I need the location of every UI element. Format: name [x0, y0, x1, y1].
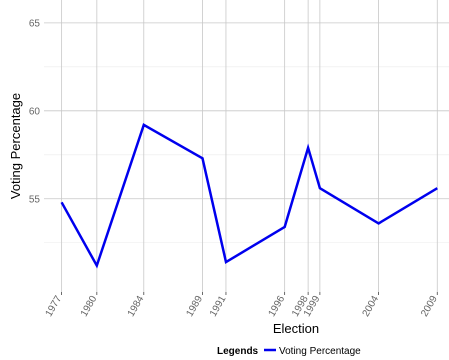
series-layer — [60, 123, 438, 269]
x-tick-label: 1980 — [79, 294, 100, 319]
series-line-voting-percentage — [60, 123, 438, 269]
y-tick-label: 65 — [29, 18, 41, 29]
x-tick-label: 1991 — [208, 294, 229, 319]
plot-panel — [44, 0, 449, 292]
y-axis-ticks: 55 60 65 — [29, 18, 41, 205]
x-tick-label: 1984 — [126, 294, 147, 319]
x-tick-label: 2009 — [419, 294, 440, 319]
legend-label-voting-percentage: Voting Percentage — [279, 346, 361, 357]
x-tick-label: 1977 — [44, 294, 65, 319]
y-tick-label: 60 — [29, 106, 41, 117]
legend-title: Legends — [217, 346, 259, 357]
x-tick-label: 2004 — [361, 294, 382, 319]
x-axis-title: Election — [273, 321, 319, 336]
x-tick-label: 1996 — [267, 294, 288, 319]
y-axis-title: Voting Percentage — [8, 93, 23, 199]
legend: Legends Voting Percentage — [217, 346, 361, 357]
minor-grid — [44, 66, 449, 244]
y-tick-label: 55 — [29, 194, 41, 205]
x-tick-label: 1989 — [184, 294, 205, 319]
